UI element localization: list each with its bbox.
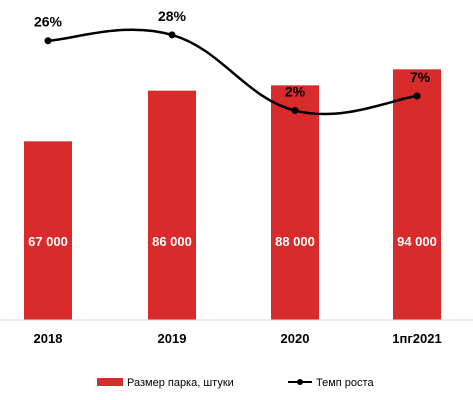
x-tick-labels: 2018 2019 2020 1пг2021 xyxy=(34,331,442,346)
growth-label-1пг2021: 7% xyxy=(410,69,431,85)
bar-value-label-2019: 86 000 xyxy=(152,234,192,249)
growth-line-group: 26% 28% 2% 7% xyxy=(34,8,431,116)
growth-point-2019 xyxy=(168,31,176,39)
bar-2020 xyxy=(271,85,319,320)
growth-point-2018 xyxy=(44,37,52,45)
legend-swatch-growth-marker xyxy=(297,379,303,385)
growth-label-2020: 2% xyxy=(285,84,306,100)
growth-point-2020 xyxy=(291,107,299,115)
bar-2018 xyxy=(24,141,72,320)
bar-1пг2021 xyxy=(393,69,441,320)
bar-value-label-2020: 88 000 xyxy=(275,234,315,249)
legend-label-growth: Темп роста xyxy=(316,377,374,389)
bar-2019 xyxy=(148,90,196,321)
bars-group: 67 000 86 000 88 000 94 000 xyxy=(24,69,441,321)
legend: Размер парка, штуки Темп роста xyxy=(97,377,374,389)
bar-value-label-2018: 67 000 xyxy=(28,234,68,249)
growth-line xyxy=(47,28,418,116)
growth-label-2019: 28% xyxy=(158,8,187,24)
x-tick-1пг2021: 1пг2021 xyxy=(392,331,441,346)
growth-point-1пг2021 xyxy=(413,92,421,100)
legend-swatch-fleet xyxy=(97,378,123,386)
legend-label-fleet: Размер парка, штуки xyxy=(127,377,234,389)
growth-label-2018: 26% xyxy=(34,14,63,30)
x-tick-2020: 2020 xyxy=(281,331,310,346)
bar-value-label-1пг2021: 94 000 xyxy=(397,234,437,249)
x-tick-2018: 2018 xyxy=(34,331,63,346)
x-tick-2019: 2019 xyxy=(158,331,187,346)
